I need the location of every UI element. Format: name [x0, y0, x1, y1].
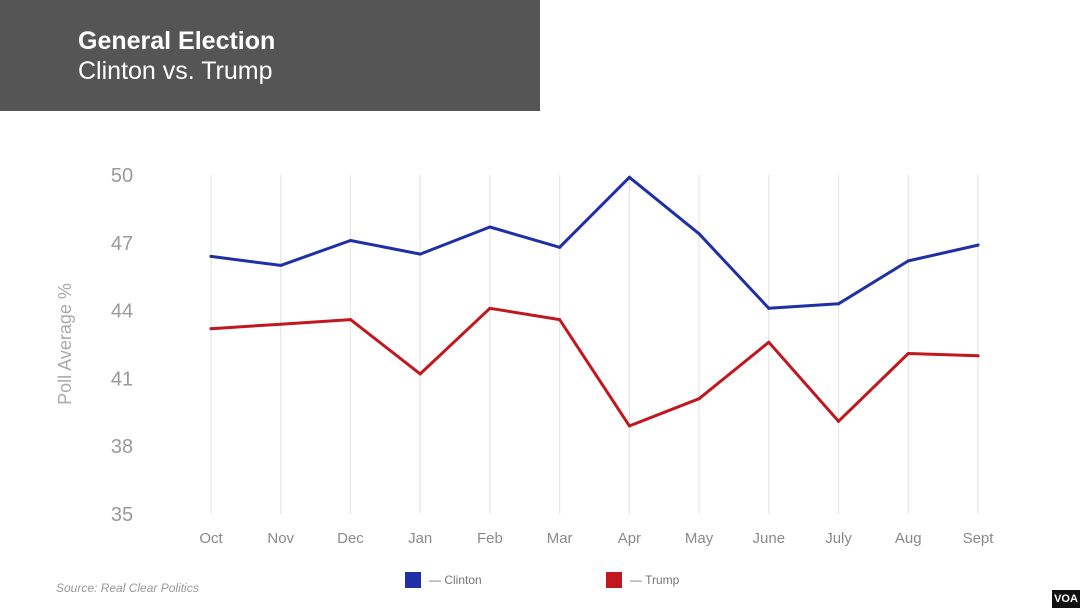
data-point-trump — [488, 306, 492, 310]
x-tick-label: July — [825, 530, 852, 547]
x-tick-label: Dec — [337, 530, 364, 547]
source-note: Source: Real Clear Politics — [56, 581, 199, 595]
data-point-clinton — [279, 263, 283, 267]
x-tick-label: May — [685, 530, 714, 547]
legend-swatch-clinton — [405, 572, 421, 588]
data-point-trump — [906, 352, 910, 356]
y-tick-label: 35 — [111, 504, 133, 526]
x-tick-label: Sept — [963, 530, 995, 547]
data-point-trump — [837, 419, 841, 423]
x-tick-label: Apr — [618, 530, 641, 547]
legend-label-trump: — Trump — [630, 573, 680, 587]
data-point-clinton — [837, 302, 841, 306]
legend-label-clinton: — Clinton — [429, 573, 482, 587]
data-point-clinton — [558, 245, 562, 249]
data-point-clinton — [906, 259, 910, 263]
data-point-trump — [279, 322, 283, 326]
data-point-clinton — [697, 232, 701, 236]
data-point-trump — [558, 318, 562, 322]
x-tick-label: Nov — [267, 530, 294, 547]
data-point-trump — [209, 327, 213, 331]
data-point-trump — [418, 372, 422, 376]
data-point-trump — [627, 424, 631, 428]
x-tick-label: Aug — [895, 530, 922, 547]
y-tick-label: 44 — [111, 301, 133, 323]
x-tick-label: Feb — [477, 530, 503, 547]
legend-item-clinton: — Clinton — [405, 572, 482, 588]
data-point-clinton — [767, 306, 771, 310]
series-line-clinton — [209, 175, 980, 310]
legend-item-trump: — Trump — [606, 572, 679, 588]
y-axis-label: Poll Average % — [55, 283, 75, 405]
data-point-clinton — [488, 225, 492, 229]
data-point-clinton — [976, 243, 980, 247]
chart-subtitle: Clinton vs. Trump — [78, 57, 273, 85]
x-tick-label: Jan — [408, 530, 432, 547]
data-point-clinton — [627, 175, 631, 179]
voa-logo: VOA — [1052, 590, 1080, 608]
legend-swatch-trump — [606, 572, 622, 588]
series-line-trump — [209, 306, 980, 428]
chart-title: General Election — [78, 27, 276, 55]
y-tick-label: 38 — [111, 436, 133, 458]
data-point-trump — [697, 397, 701, 401]
x-tick-label: Oct — [199, 530, 223, 547]
title-banner: General Election Clinton vs. Trump — [0, 0, 540, 111]
data-point-trump — [348, 318, 352, 322]
data-point-clinton — [209, 254, 213, 258]
data-point-clinton — [348, 239, 352, 243]
x-tick-label: Mar — [547, 530, 573, 547]
data-point-trump — [976, 354, 980, 358]
data-point-trump — [767, 340, 771, 344]
data-point-clinton — [418, 252, 422, 256]
y-tick-label: 47 — [111, 233, 133, 255]
y-tick-label: 41 — [111, 368, 133, 390]
x-tick-label: June — [753, 530, 786, 547]
y-tick-label: 50 — [111, 165, 133, 187]
